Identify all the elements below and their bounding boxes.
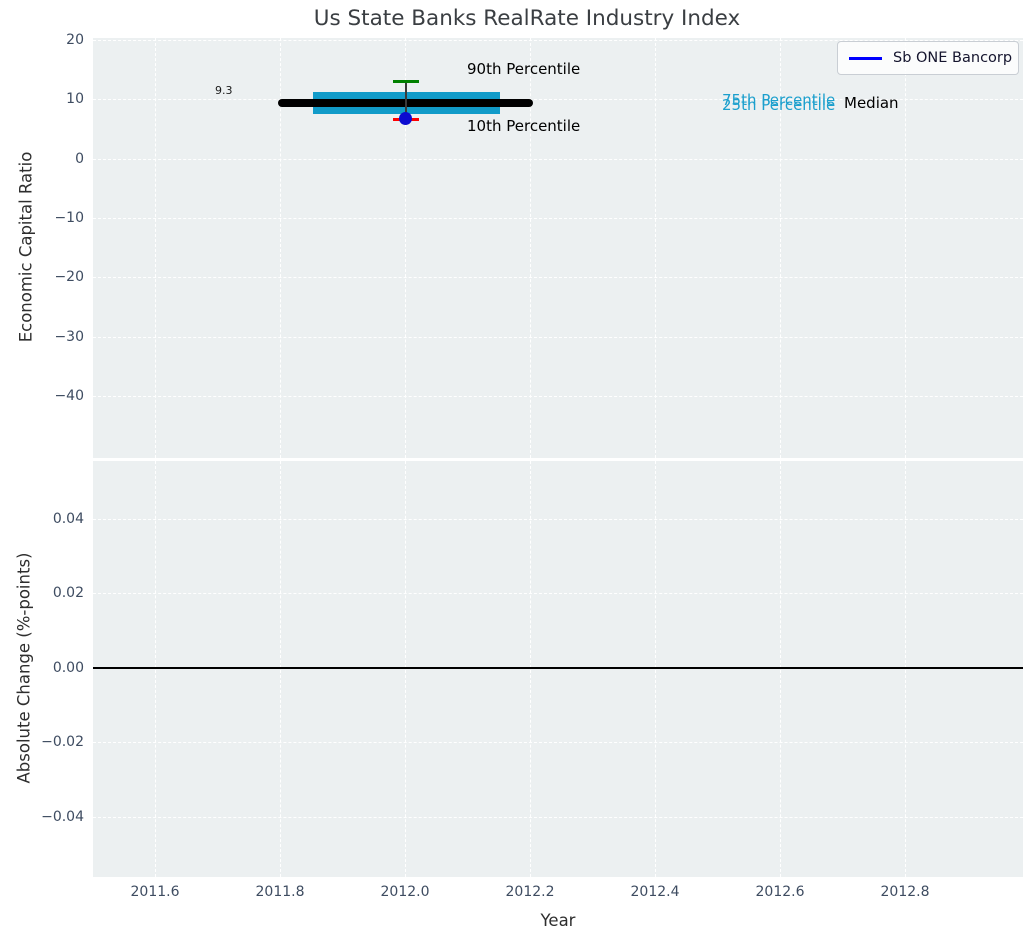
gridline-horizontal (93, 817, 1023, 818)
gridline-horizontal (93, 396, 1023, 397)
gridline-vertical (530, 38, 531, 458)
gridline-vertical (655, 38, 656, 458)
gridline-vertical (155, 38, 156, 458)
bottom-axes (93, 461, 1023, 877)
gridline-vertical (405, 461, 406, 877)
gridline-horizontal (93, 218, 1023, 219)
gridline-horizontal (93, 519, 1023, 520)
zero-reference-line (93, 667, 1023, 669)
gridline-vertical (280, 38, 281, 458)
gridline-vertical (655, 461, 656, 877)
x-tick-label: 2012.6 (755, 884, 805, 900)
gridline-vertical (905, 38, 906, 458)
y-tick-label: 0.02 (52, 585, 84, 601)
y-tick-label: −0.04 (41, 809, 84, 825)
gridline-vertical (780, 38, 781, 458)
y-tick-label: −10 (54, 210, 84, 226)
p90-cap (393, 80, 419, 83)
gridline-horizontal (93, 40, 1023, 41)
y-tick-label: 0 (75, 151, 84, 167)
x-tick-label: 2012.0 (380, 884, 430, 900)
gridline-vertical (905, 461, 906, 877)
gridline-vertical (155, 461, 156, 877)
median-annotation: Median (844, 94, 899, 112)
gridline-vertical (280, 461, 281, 877)
legend-label: Sb ONE Bancorp (893, 50, 1013, 66)
top-y-axis-label: Economic Capital Ratio (16, 151, 36, 343)
gridline-vertical (405, 38, 406, 458)
p90-annotation: 90th Percentile (467, 60, 581, 78)
legend: Sb ONE Bancorp (837, 41, 1019, 75)
bottom-y-axis-label: Absolute Change (%-points) (14, 552, 34, 784)
gridline-vertical (530, 461, 531, 877)
x-axis-label: Year (540, 911, 576, 930)
x-tick-label: 2012.8 (880, 884, 930, 900)
gridline-horizontal (93, 159, 1023, 160)
y-tick-label: −40 (54, 388, 84, 404)
x-tick-label: 2012.4 (630, 884, 680, 900)
whisker-line (405, 81, 407, 120)
gridline-horizontal (93, 337, 1023, 338)
y-tick-label: −20 (54, 269, 84, 285)
x-tick-label: 2011.8 (255, 884, 305, 900)
y-tick-label: −30 (54, 329, 84, 345)
chart-title: Us State Banks RealRate Industry Index (313, 6, 741, 31)
y-tick-label: 0.00 (52, 660, 84, 676)
y-tick-label: 0.04 (52, 511, 84, 527)
p25-annotation: 25th Percentile (722, 96, 836, 114)
gridline-vertical (780, 461, 781, 877)
y-tick-label: −0.02 (41, 734, 84, 750)
top-axes: 9.3 90th Percentile 10th Percentile 75th… (93, 38, 1023, 458)
y-tick-label: 20 (66, 32, 84, 48)
x-tick-label: 2011.6 (130, 884, 180, 900)
gridline-horizontal (93, 277, 1023, 278)
gridline-horizontal (93, 742, 1023, 743)
p10-annotation: 10th Percentile (467, 117, 581, 135)
x-tick-label: 2012.2 (505, 884, 555, 900)
gridline-horizontal (93, 593, 1023, 594)
gridline-horizontal (93, 99, 1023, 100)
legend-line-sample (849, 56, 882, 60)
y-tick-label: 10 (66, 91, 84, 107)
p75-annotation: 75th Percentile (722, 91, 836, 109)
median-value-label: 9.3 (215, 84, 233, 97)
company-marker (399, 112, 412, 125)
